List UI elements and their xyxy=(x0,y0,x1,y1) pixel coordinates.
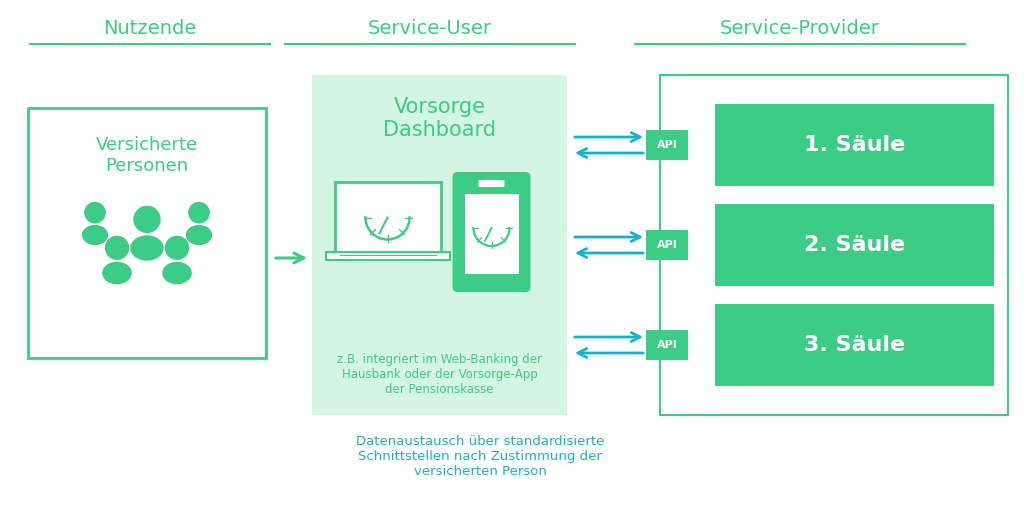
Text: API: API xyxy=(656,140,677,150)
Circle shape xyxy=(134,206,160,232)
FancyBboxPatch shape xyxy=(715,104,994,186)
FancyBboxPatch shape xyxy=(312,75,567,415)
FancyBboxPatch shape xyxy=(326,252,450,260)
FancyBboxPatch shape xyxy=(28,108,266,358)
Circle shape xyxy=(166,236,188,259)
Ellipse shape xyxy=(83,226,108,244)
Text: Vorsorge
Dashboard: Vorsorge Dashboard xyxy=(383,97,496,140)
FancyBboxPatch shape xyxy=(715,304,994,386)
Text: 3. Säule: 3. Säule xyxy=(804,335,905,355)
Ellipse shape xyxy=(131,236,163,260)
Text: Datenaustausch über standardisierte
Schnittstellen nach Zustimmung der
versicher: Datenaustausch über standardisierte Schn… xyxy=(355,435,604,478)
Text: Service-User: Service-User xyxy=(368,18,492,38)
Text: 1. Säule: 1. Säule xyxy=(804,135,905,155)
Circle shape xyxy=(85,203,105,223)
FancyBboxPatch shape xyxy=(453,172,530,292)
Ellipse shape xyxy=(163,263,191,283)
FancyBboxPatch shape xyxy=(646,230,688,260)
Text: Service-Provider: Service-Provider xyxy=(720,18,880,38)
Circle shape xyxy=(105,236,128,259)
FancyBboxPatch shape xyxy=(478,180,505,187)
Text: Versicherte
Personen: Versicherte Personen xyxy=(96,136,198,175)
FancyBboxPatch shape xyxy=(660,75,1008,415)
FancyBboxPatch shape xyxy=(465,194,518,274)
FancyBboxPatch shape xyxy=(646,130,688,160)
Text: z.B. integriert im Web-Banking der
Hausbank oder der Vorsorge-App
der Pensionska: z.B. integriert im Web-Banking der Hausb… xyxy=(337,353,542,396)
Text: API: API xyxy=(656,240,677,250)
Ellipse shape xyxy=(186,226,212,244)
Text: API: API xyxy=(656,340,677,350)
Circle shape xyxy=(188,203,209,223)
FancyBboxPatch shape xyxy=(335,182,440,253)
Text: 2. Säule: 2. Säule xyxy=(804,235,905,255)
FancyBboxPatch shape xyxy=(646,330,688,360)
Text: Nutzende: Nutzende xyxy=(103,18,197,38)
FancyBboxPatch shape xyxy=(715,204,994,286)
Ellipse shape xyxy=(103,263,131,283)
